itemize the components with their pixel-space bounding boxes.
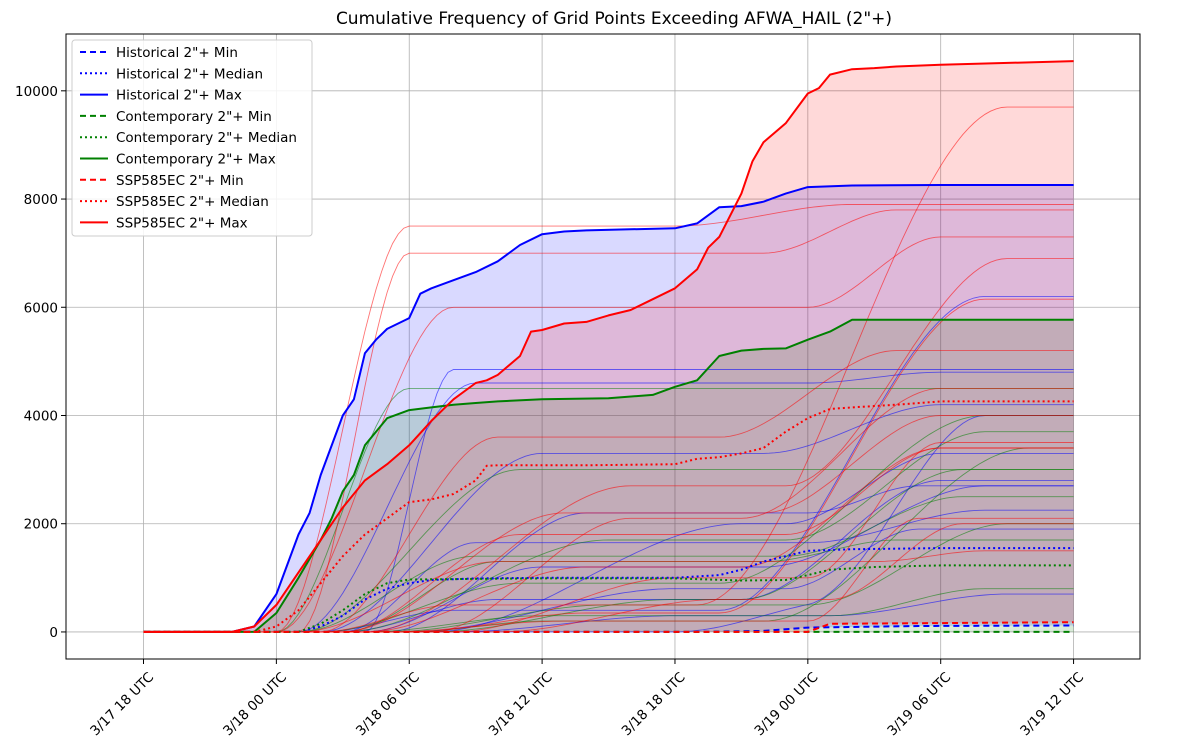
summary-series bbox=[143, 60, 1074, 633]
legend-label: Historical 2"+ Median bbox=[116, 66, 263, 82]
y-tick-label: 4000 bbox=[24, 408, 58, 424]
legend-label: Historical 2"+ Max bbox=[116, 88, 242, 104]
legend-label: Contemporary 2"+ Median bbox=[116, 130, 297, 146]
y-tick-label: 6000 bbox=[24, 300, 58, 316]
legend-label: SSP585EC 2"+ Median bbox=[116, 194, 269, 210]
band-contemporary bbox=[143, 319, 1074, 632]
y-tick-label: 8000 bbox=[24, 192, 58, 208]
legend-box bbox=[71, 39, 313, 237]
member-line-contemporary-12 bbox=[143, 387, 1074, 633]
member-line-ssp585ec-22 bbox=[143, 204, 1074, 633]
series-line-ssp585ec-2-max bbox=[143, 60, 1074, 633]
series-line-contemporary-2-median bbox=[143, 564, 1074, 633]
series-line-contemporary-2-max bbox=[143, 318, 1074, 633]
chart-title: Cumulative Frequency of Grid Points Exce… bbox=[336, 9, 892, 29]
legend-label: SSP585EC 2"+ Max bbox=[116, 215, 248, 231]
series-line-ssp585ec-2-median bbox=[143, 400, 1074, 633]
series-line-historical-2-max bbox=[143, 184, 1074, 633]
band-ssp585ec bbox=[143, 61, 1074, 632]
legend-label: Contemporary 2"+ Max bbox=[116, 152, 276, 168]
y-tick-label: 0 bbox=[49, 625, 58, 641]
legend-label: Contemporary 2"+ Min bbox=[116, 109, 272, 125]
legend: Historical 2"+ Min Historical 2"+ Median H… bbox=[71, 39, 313, 237]
series-line-ssp585ec-2-min bbox=[143, 621, 1074, 633]
legend-label: SSP585EC 2"+ Min bbox=[116, 173, 244, 189]
series-line-historical-2-median bbox=[143, 547, 1074, 633]
ensemble-members bbox=[143, 106, 1074, 633]
plot-frame bbox=[65, 33, 1141, 660]
legend-label: Historical 2"+ Min bbox=[116, 45, 238, 61]
y-tick-label: 10000 bbox=[15, 84, 58, 100]
member-line-ssp585ec-24 bbox=[143, 236, 1074, 633]
y-tick-label: 2000 bbox=[24, 517, 58, 533]
